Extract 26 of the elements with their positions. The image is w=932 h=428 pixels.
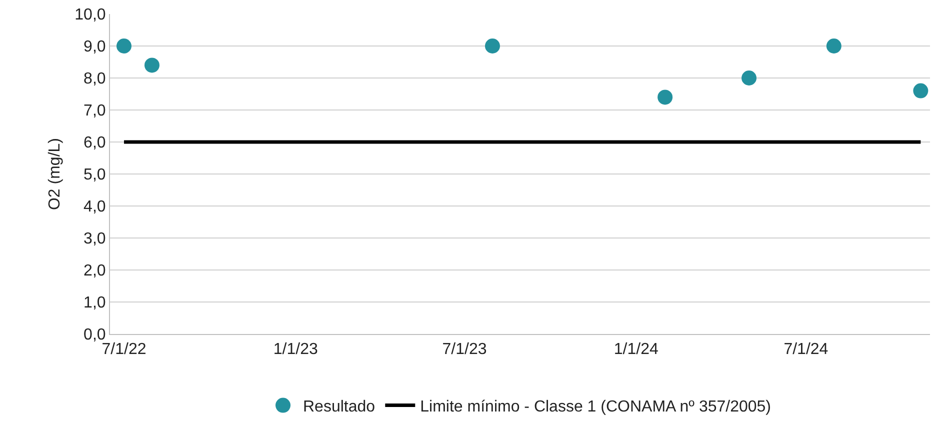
- legend-label: Resultado: [303, 398, 376, 416]
- x-tick-label: 1/1/23: [273, 341, 318, 358]
- point: [826, 38, 842, 54]
- y-tick-label: 9,0: [84, 38, 106, 56]
- y-tick-label: 5,0: [84, 166, 106, 184]
- y-tick-label: 7,0: [84, 102, 106, 120]
- y-tick-label: 0,0: [84, 326, 106, 344]
- x-tick-label: 7/1/22: [102, 341, 146, 358]
- point: [913, 83, 928, 98]
- y-tick-label: 10,0: [74, 6, 106, 24]
- point: [742, 70, 757, 86]
- y-tick-label: 6,0: [84, 134, 106, 152]
- y-tick-label: 2,0: [84, 262, 106, 280]
- y-tick-label: 1,0: [84, 294, 106, 312]
- legend-label: Limite mínimo - Classe 1 (CONAMA nº 357/2005): [420, 398, 772, 416]
- x-tick-label: 1/1/24: [614, 341, 658, 358]
- point: [658, 90, 673, 105]
- y-tick-label: 3,0: [84, 230, 106, 248]
- y-axis-title: O2 (mg/L): [46, 138, 64, 210]
- point: [484, 38, 500, 54]
- y-tick-label: 8,0: [84, 70, 106, 88]
- y-tick-label: 4,0: [84, 198, 106, 216]
- x-tick-label: 7/1/23: [442, 341, 487, 358]
- x-tick-label: 7/1/24: [784, 341, 828, 358]
- point: [116, 38, 132, 54]
- point: [144, 58, 160, 73]
